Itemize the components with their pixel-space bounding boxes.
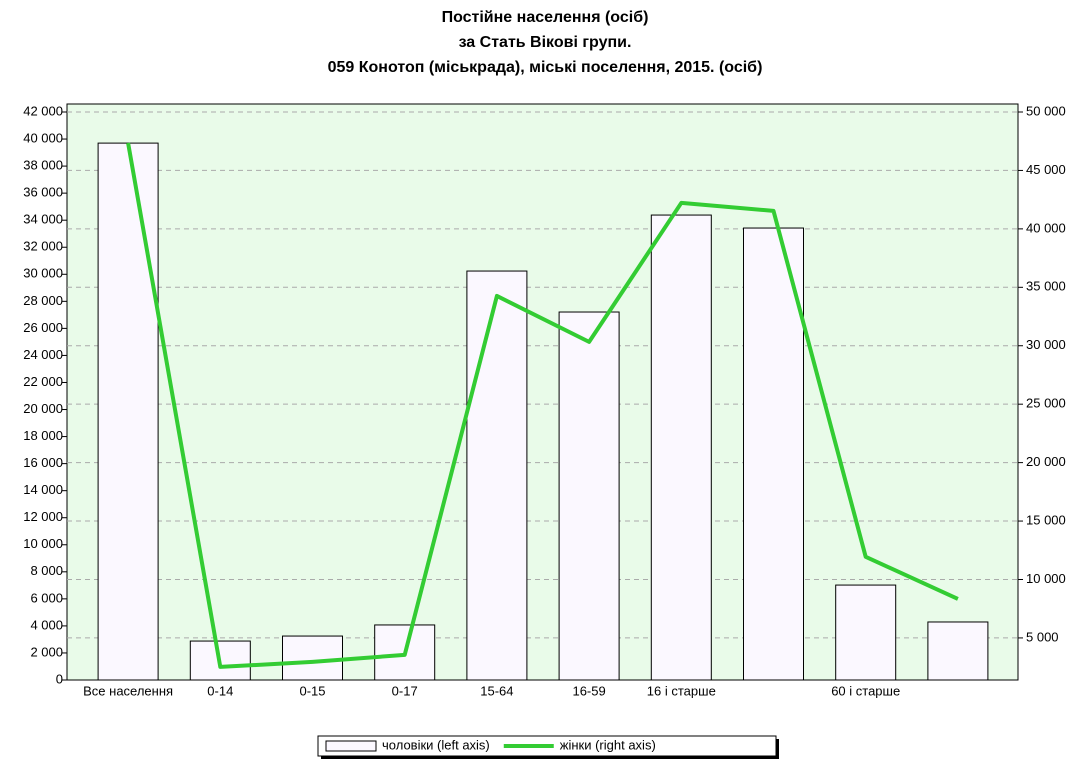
y-tick-label: 22 000 [23,374,63,389]
y-tick-label: 0 [56,671,63,686]
chart-title: за Стать Вікові групи. [459,34,632,51]
x-tick-label: Все населення [83,683,173,698]
y-tick-label: 20 000 [23,401,63,416]
x-tick-label: 16-59 [572,683,605,698]
y2-tick-label: 40 000 [1026,220,1066,235]
y-tick-label: 8 000 [30,563,63,578]
x-tick-label: 0-14 [207,683,233,698]
y2-tick-label: 5 000 [1026,629,1059,644]
y-tick-label: 2 000 [30,644,63,659]
y-tick-label: 38 000 [23,158,63,173]
legend-label: чоловіки (left axis) [382,737,490,752]
y-tick-label: 12 000 [23,509,63,524]
y-tick-label: 18 000 [23,428,63,443]
bar [97,142,159,681]
y-tick-label: 30 000 [23,266,63,281]
bar [927,621,989,681]
y-tick-label: 40 000 [23,130,63,145]
y-tick-label: 4 000 [30,617,63,632]
bar [558,311,620,681]
y-tick-label: 6 000 [30,590,63,605]
y2-tick-label: 45 000 [1026,162,1066,177]
line [126,142,959,669]
y2-tick-label: 10 000 [1026,571,1066,586]
y2-tick-label: 25 000 [1026,396,1066,411]
y-tick-label: 14 000 [23,482,63,497]
x-tick-label: 60 і старше [831,683,900,698]
y-tick-label: 36 000 [23,185,63,200]
y-tick-label: 10 000 [23,536,63,551]
x-tick-label: 15-64 [480,683,513,698]
bar [743,227,804,681]
bar [282,635,343,681]
y2-tick-label: 35 000 [1026,279,1066,294]
y2-tick-label: 50 000 [1026,103,1066,118]
bar [835,584,897,681]
y-tick-label: 42 000 [23,103,63,118]
y-tick-label: 28 000 [23,293,63,308]
legend-swatch [325,740,377,752]
y-tick-label: 32 000 [23,239,63,254]
y2-tick-label: 30 000 [1026,337,1066,352]
chart-title: 059 Конотоп (міськрада), міські поселенн… [328,59,763,76]
bar [650,214,712,681]
y2-tick-label: 20 000 [1026,454,1066,469]
chart-title: Постійне населення (осіб) [442,9,649,26]
y-tick-label: 24 000 [23,347,63,362]
legend-label: жінки (right axis) [560,737,656,752]
bar [466,270,528,681]
y-tick-label: 16 000 [23,455,63,470]
x-tick-label: 16 і старше [647,683,716,698]
plot-area [66,103,1019,681]
y-tick-label: 34 000 [23,212,63,227]
x-tick-label: 0-15 [299,683,325,698]
y-tick-label: 26 000 [23,320,63,335]
y2-tick-label: 15 000 [1026,512,1066,527]
x-tick-label: 0-17 [392,683,418,698]
